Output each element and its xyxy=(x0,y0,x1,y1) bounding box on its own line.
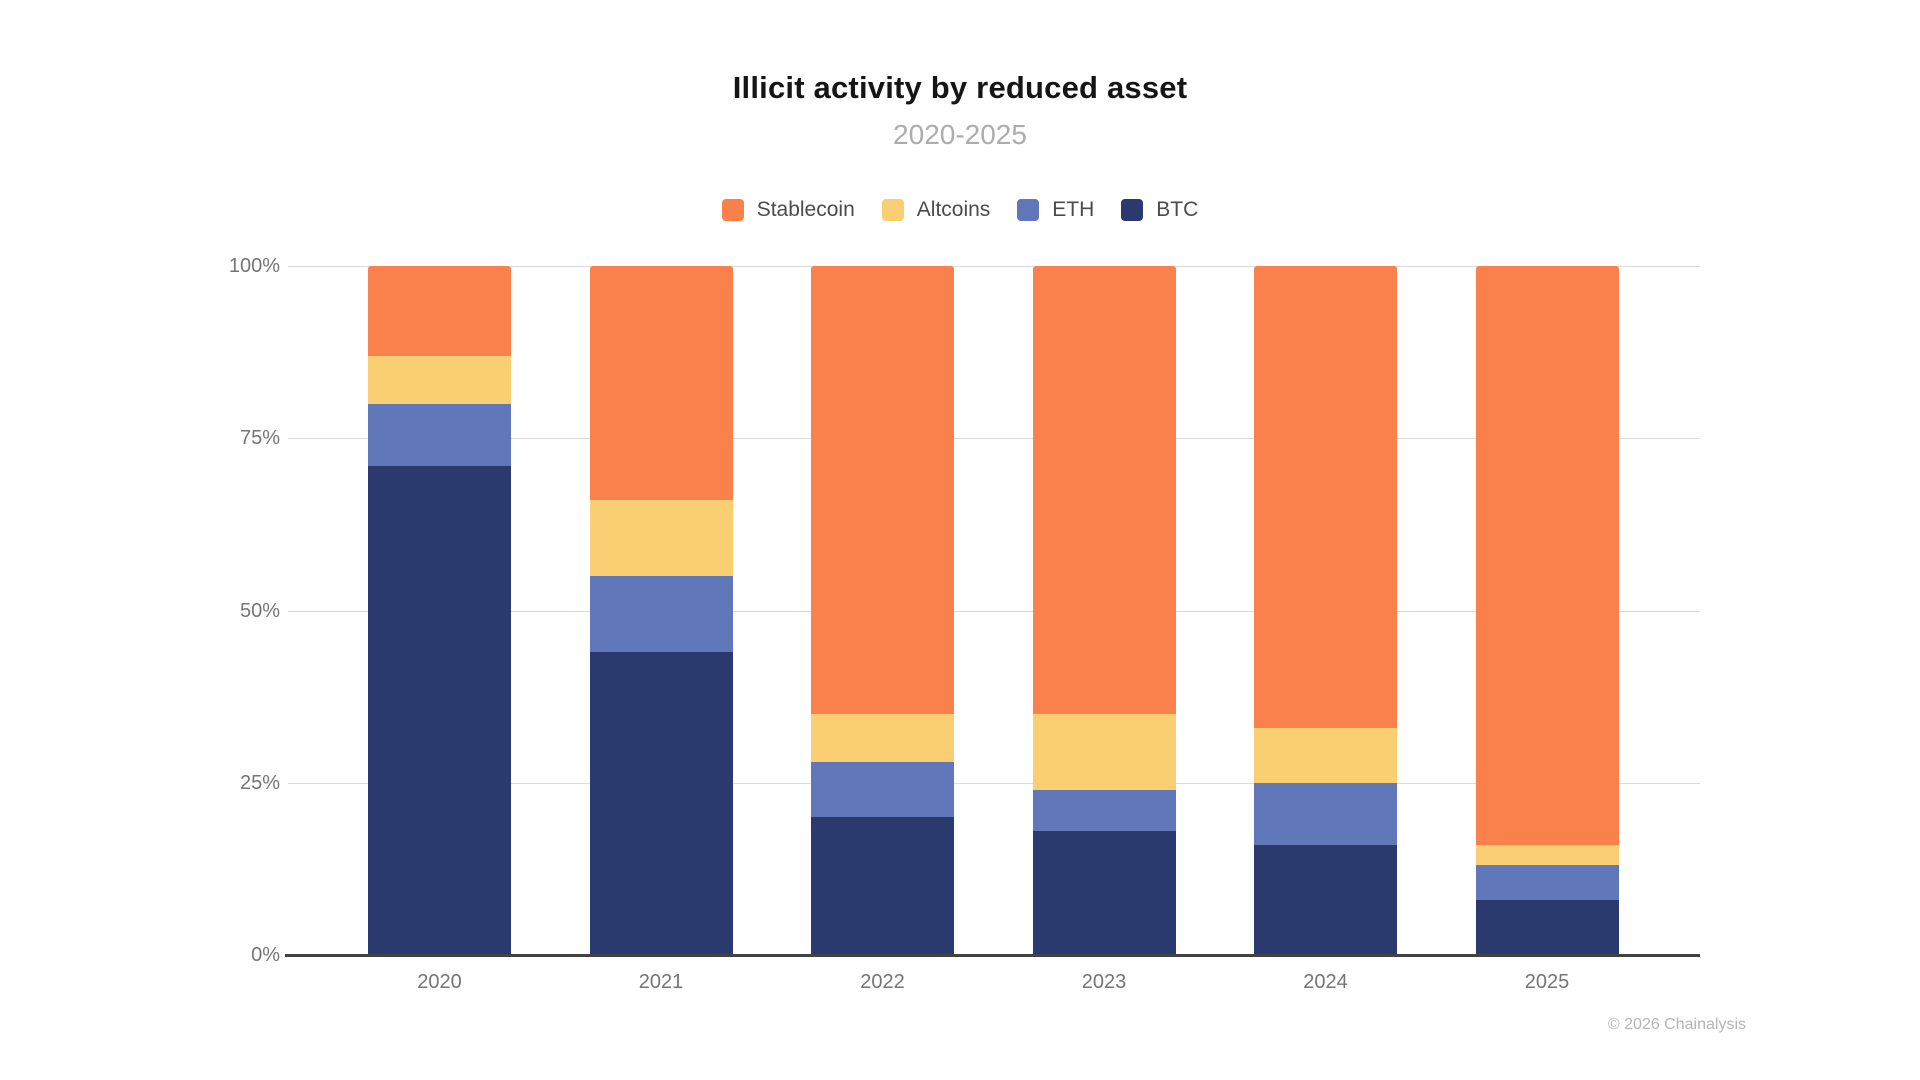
bar-segment-altcoins-2022[interactable] xyxy=(811,713,954,763)
bar-2023: 2023 xyxy=(1032,266,1176,993)
bar-2025: 2025 xyxy=(1475,266,1619,993)
legend-label-eth: ETH xyxy=(1052,198,1095,221)
y-axis-tick-label: 0% xyxy=(251,944,280,966)
legend: Stablecoin Altcoins ETH BTC xyxy=(0,198,1920,222)
bar-segment-btc-2021[interactable] xyxy=(589,651,733,955)
x-axis-label-2025: 2025 xyxy=(1524,971,1570,993)
legend-label-stablecoin: Stablecoin xyxy=(756,198,855,221)
legend-swatch-altcoins xyxy=(881,199,904,221)
bar-2021: 2021 xyxy=(589,266,733,993)
bar-2024: 2024 xyxy=(1254,266,1397,993)
legend-item-stablecoin[interactable]: Stablecoin xyxy=(721,198,855,222)
gridline xyxy=(288,438,1700,440)
legend-swatch-btc xyxy=(1121,199,1144,221)
y-axis-tick-label: 100% xyxy=(228,255,280,277)
copyright-notice: © 2026 Chainalysis xyxy=(1607,1016,1746,1033)
bar-segment-stablecoin-2025[interactable] xyxy=(1475,266,1619,845)
legend-label-btc: BTC xyxy=(1156,198,1199,221)
bar-segment-stablecoin-2021[interactable] xyxy=(589,266,733,501)
x-axis-label-2021: 2021 xyxy=(638,971,684,993)
bar-segment-eth-2023[interactable] xyxy=(1032,789,1176,831)
y-axis-tick-label: 50% xyxy=(239,599,280,622)
legend-swatch-eth xyxy=(1017,199,1040,221)
bar-segment-eth-2020[interactable] xyxy=(368,403,511,466)
legend-item-eth[interactable]: ETH xyxy=(1017,198,1094,222)
chart-subtitle: 2020-2025 xyxy=(893,119,1027,150)
legend-swatch-stablecoin xyxy=(721,199,744,221)
bar-segment-stablecoin-2022[interactable] xyxy=(811,266,954,714)
x-axis-label-2020: 2020 xyxy=(417,971,462,993)
bar-segment-altcoins-2023[interactable] xyxy=(1032,713,1176,790)
gridline xyxy=(288,266,1700,267)
x-axis-label-2022: 2022 xyxy=(860,971,905,993)
bar-segment-altcoins-2021[interactable] xyxy=(589,500,733,577)
bar-segment-eth-2022[interactable] xyxy=(811,762,954,818)
gridline xyxy=(288,610,1700,612)
bar-segment-btc-2020[interactable] xyxy=(368,465,511,955)
legend-label-altcoins: Altcoins xyxy=(916,198,991,221)
bar-segment-stablecoin-2024[interactable] xyxy=(1254,266,1397,728)
y-axis-tick-label: 75% xyxy=(239,427,280,450)
legend-item-altcoins[interactable]: Altcoins xyxy=(881,198,991,222)
bar-segment-btc-2022[interactable] xyxy=(811,817,954,955)
bar-segment-eth-2025[interactable] xyxy=(1475,865,1619,900)
y-axis-tick-label: 25% xyxy=(239,771,280,794)
gridline xyxy=(288,782,1700,784)
bar-segment-altcoins-2024[interactable] xyxy=(1254,727,1397,783)
bar-segment-eth-2021[interactable] xyxy=(589,576,733,652)
bar-segment-btc-2025[interactable] xyxy=(1475,899,1619,955)
bar-segment-btc-2023[interactable] xyxy=(1032,830,1176,955)
bar-2020: 2020 xyxy=(368,266,511,993)
bar-segment-btc-2024[interactable] xyxy=(1254,844,1397,955)
plot-area: 100% 75% 50% 25% 0% 2020 2021 2022 2023 2024 2025 xyxy=(229,255,1700,993)
bar-segment-stablecoin-2020[interactable] xyxy=(368,266,511,356)
bar-segment-eth-2024[interactable] xyxy=(1254,782,1397,845)
chart-title: Illicit activity by reduced asset xyxy=(732,70,1188,105)
bar-2022: 2022 xyxy=(811,266,954,993)
x-axis-label-2023: 2023 xyxy=(1081,971,1127,993)
legend-item-btc[interactable]: BTC xyxy=(1121,198,1198,222)
x-axis-line xyxy=(285,954,1700,957)
bar-segment-altcoins-2025[interactable] xyxy=(1475,844,1619,866)
bar-segment-stablecoin-2023[interactable] xyxy=(1032,266,1176,714)
bar-segment-altcoins-2020[interactable] xyxy=(368,355,511,404)
x-axis-label-2024: 2024 xyxy=(1303,971,1348,993)
